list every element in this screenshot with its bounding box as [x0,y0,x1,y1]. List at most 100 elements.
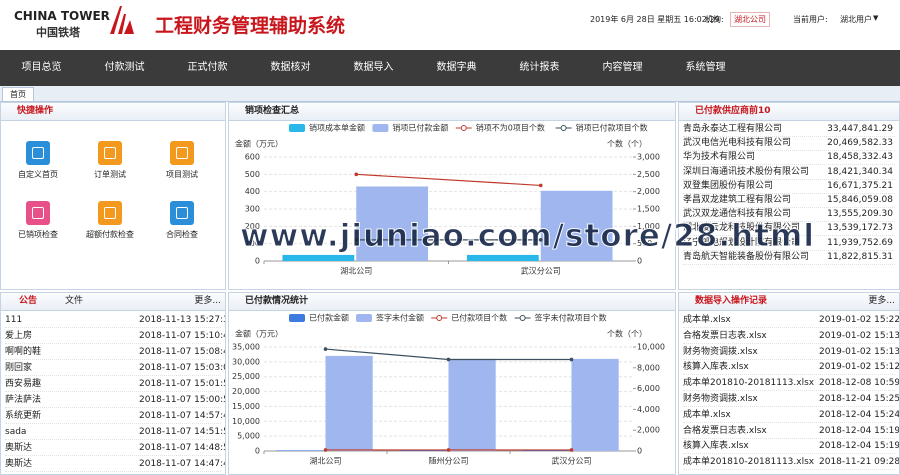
y-tick-label: 200 [245,222,260,231]
user[interactable]: 湖北用户 [840,15,872,24]
supplier-value: 15,846,059.08 [827,195,893,205]
row: 成本单.xlsx 2019-01-02 15:22:19 [683,313,899,328]
supplier-value: 11,939,752.69 [827,237,893,248]
y-tick-label: 35,000 [232,343,260,352]
row: 双登集团股份有限公司 16,671,375.21 [683,179,895,194]
supplier: 青岛航天智能装备股份有限公司 [683,251,810,262]
bar [571,358,619,451]
x-tick-label: 武汉分公司 [521,266,561,276]
y-tick-label: 25,000 [232,372,260,381]
legend-label: 签字未付款项目个数 [535,313,607,323]
import: 财务物资调拨.xlsx [683,346,758,357]
row: 孝昌双龙建筑工程有限公司 15,846,059.08 [683,193,895,208]
supplier: 孝昌双龙建筑工程有限公司 [683,195,792,205]
action-label[interactable]: 已销项检查 [18,230,58,239]
y2-tick-label: 10,000 [637,343,665,352]
nav-item[interactable]: 统计报表 [519,62,560,73]
org[interactable]: 湖北公司 [730,12,770,27]
x-tick-label: 随州分公司 [429,456,469,466]
panel-title: 快捷操作 [1,103,225,121]
import: 核算入库表.xlsx [683,362,749,373]
nav-item[interactable]: 项目总览 [21,62,62,73]
action-icon[interactable] [98,141,122,165]
tab[interactable]: 首页 [2,87,34,101]
user-label: 当前用户: [793,15,828,24]
y2-tick-label: 2,000 [637,426,660,435]
action-label[interactable]: 自定义首页 [18,170,58,179]
import: 成本单.xlsx [683,409,731,420]
x-tick-label: 湖北公司 [310,457,342,466]
action-icon[interactable] [170,201,194,225]
supplier: 双登集团股份有限公司 [683,180,774,191]
nav-item[interactable]: 数据字典 [436,62,477,73]
y2-tick-label: 8,000 [637,363,660,372]
panel-title: 数据导入操作记录 [695,296,768,306]
supplier-value: 11,822,815.31 [827,251,893,262]
notice-value: 2018-11-07 14:47:49 [139,459,226,469]
row: 奥斯达 2018-11-07 14:48:54 [5,441,225,456]
bar [276,450,324,451]
action-icon[interactable] [170,141,194,165]
panel-title: 销项检查汇总 [229,103,675,121]
import-value: 2018-11-21 09:28:44 [819,457,900,468]
row: sada 2018-11-07 14:51:53 [5,425,225,440]
supplier-value: 13,555,209.30 [827,209,893,220]
bar [282,254,355,261]
supplier-value: 16,671,375.21 [827,180,893,191]
nav-item[interactable]: 正式付款 [187,62,228,73]
y-tick-label: 30,000 [232,357,260,366]
notice-value: 2018-11-07 14:51:53 [139,427,226,437]
point [446,357,451,362]
legend-dot [519,315,526,321]
row: 武汉电信光电科技有限公司 20,469,582.33 [683,136,895,152]
supplier: 青岛永泰达工程有限公司 [683,124,783,134]
user-caret[interactable]: ▼ [873,14,879,22]
more-link[interactable]: 更多... [194,296,221,306]
more-link[interactable]: 更多... [868,296,895,306]
panel-head: 数据导入操作记录 更多... [679,293,899,311]
action-label[interactable]: 超额付款检查 [86,230,134,239]
row: 华为技术有限公司 18,458,332.43 [683,150,895,166]
notice: 西安易趣 [5,379,42,389]
action-label[interactable]: 项目测试 [166,170,198,179]
legend-swatch [289,314,305,322]
row: 奥斯达 2018-11-07 14:47:49 [5,457,225,472]
action-label[interactable]: 合同检查 [166,230,198,239]
action-icon[interactable] [98,201,122,225]
bar [448,358,496,451]
y-tick-label: 600 [245,153,260,162]
action-icon[interactable] [26,141,50,165]
import-value: 2019-01-02 15:13:44 [819,330,900,341]
icon-glyph [176,147,188,159]
nav-item[interactable]: 内容管理 [602,62,643,73]
header: CHINA TOWER 中国铁塔 工程财务管理辅助系统 2019年 6月 28日… [0,0,900,50]
x-tick-label: 武汉分公司 [552,456,592,466]
point [323,347,328,351]
import-value: 2018-12-04 15:24:32 [819,409,900,420]
file-tab[interactable]: 文件 [65,296,84,306]
nav-item[interactable]: 付款测试 [104,62,145,73]
logo-en: CHINA TOWER [14,9,110,23]
system-title: 工程财务管理辅助系统 [155,15,346,37]
point [446,448,451,452]
supplier-value: 20,469,582.33 [827,138,893,149]
tab-bar: 首页 [0,86,900,102]
action-icon[interactable] [26,201,50,225]
y2-tick-label: 500 [637,239,652,248]
nav-item[interactable]: 数据导入 [353,62,394,73]
action-label[interactable]: 订单测试 [94,170,126,179]
notice: 系统更新 [5,411,42,421]
legend-swatch [356,314,372,322]
nav-item[interactable]: 系统管理 [685,62,726,73]
notice-value: 2018-11-07 15:00:55 [139,395,226,405]
notice: 爱上房 [5,331,33,341]
nav-item[interactable]: 数据核对 [270,62,311,73]
legend-dot [436,315,443,321]
icon-glyph [32,207,44,219]
watermark: www.jiuniao.com/store/28.html [240,218,815,255]
x-tick-label: 湖北公司 [340,267,372,276]
notice-tab[interactable]: 公告 [19,296,38,306]
supplier: 武汉双龙通信科技有限公司 [683,209,792,220]
import-value: 2018-12-04 15:19:25 [819,441,900,452]
